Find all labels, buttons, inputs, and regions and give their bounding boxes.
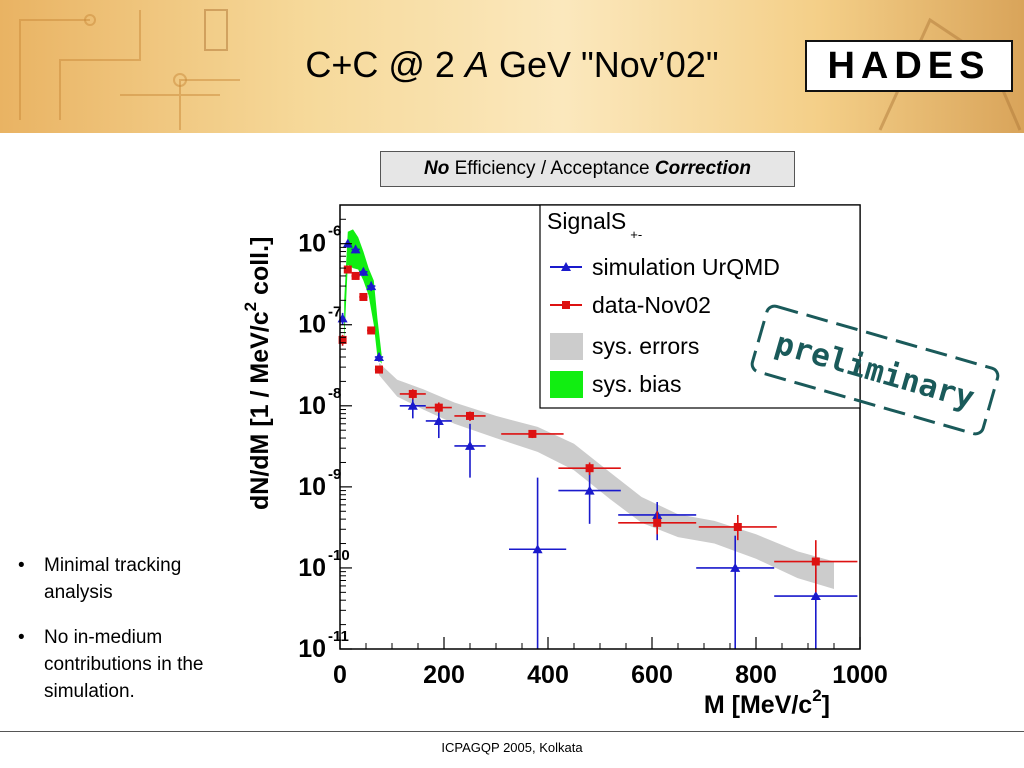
- note-correction: Correction: [654, 158, 751, 179]
- y-tick-label: 10: [298, 230, 326, 258]
- y-tick-exponent: -7: [328, 304, 341, 321]
- sim-point: [374, 352, 384, 362]
- y-tick-label: 10: [298, 635, 326, 663]
- sim-point: [366, 281, 377, 291]
- note-middle: Efficiency / Acceptance: [449, 158, 655, 179]
- y-axis-label: dN/dM [1 / MeV/c2 coll.]: [241, 237, 274, 510]
- y-tick-label: 10: [298, 311, 326, 339]
- y-axis-label-end: coll.]: [246, 237, 274, 302]
- y-tick-exponent: -9: [328, 466, 341, 483]
- data-point: [351, 271, 360, 280]
- sim-point: [465, 440, 475, 450]
- hades-logo: HADES: [805, 40, 1013, 92]
- sim-point: [350, 244, 361, 254]
- x-tick-label: 1000: [832, 661, 888, 689]
- title-banner: C+C @ 2 A GeV "Nov’02" HADES: [0, 0, 1024, 133]
- sim-point: [810, 591, 821, 601]
- legend-title-main: SignalS: [547, 208, 626, 234]
- slide-title-prefix: C+C @ 2: [305, 44, 465, 85]
- legend-sim-marker: [561, 262, 571, 271]
- preliminary-stamp-frame: [750, 304, 1000, 436]
- x-axis-label: M [MeV/c2]: [704, 686, 830, 719]
- data-point: [811, 557, 820, 566]
- footer-text: ICPAGQP 2005, Kolkata: [441, 740, 583, 755]
- data-point: [408, 389, 417, 398]
- legend-entry-sys-errors: sys. errors: [592, 333, 699, 359]
- data-point: [338, 335, 347, 344]
- y-axis-label-exp: 2: [241, 302, 260, 311]
- data-point: [653, 518, 662, 527]
- sim-point: [730, 562, 741, 572]
- sys-errors-band: [379, 362, 834, 589]
- x-axis-label-exp: 2: [812, 686, 821, 705]
- legend-box: [539, 204, 861, 409]
- bullet-list: Minimal tracking analysis No in-medium c…: [18, 552, 218, 723]
- bullet-item: Minimal tracking analysis: [18, 552, 218, 606]
- data-point: [585, 464, 594, 473]
- sim-point: [584, 485, 595, 495]
- legend-title-sub: +-: [630, 227, 642, 242]
- series-layer: [337, 238, 858, 649]
- sim-point: [532, 544, 543, 554]
- sim-point: [433, 415, 444, 425]
- x-axis-label-main: M [MeV/c: [704, 691, 812, 719]
- data-point: [528, 429, 537, 438]
- data-point: [367, 326, 376, 335]
- legend-title: SignalS +-: [547, 208, 642, 242]
- sim-point: [407, 400, 418, 410]
- legend-sys-bias-swatch: [550, 371, 583, 398]
- y-tick-exponent: -11: [328, 628, 349, 645]
- slide-title-italic: A: [464, 44, 489, 85]
- footer-divider: [0, 731, 1024, 732]
- y-tick-exponent: -10: [328, 547, 350, 564]
- slide-title: C+C @ 2 A GeV "Nov’02": [0, 44, 1024, 86]
- signal-spectrum-chart: 0 200 400 600 800 100010-610-710-810-910-1010…: [241, 204, 1000, 719]
- x-axis-label-end: ]: [822, 691, 830, 719]
- x-tick-label: 800: [735, 661, 777, 689]
- sys-bias-band: [344, 229, 382, 364]
- bullet-item: No in-medium contributions in the simula…: [18, 624, 218, 705]
- x-tick-label: 0: [333, 661, 347, 689]
- data-point: [733, 522, 742, 531]
- axis-layer: 0 200 400 600 800 100010-610-710-810-910-1010…: [298, 204, 888, 689]
- data-point: [466, 411, 474, 420]
- band-layer: [344, 229, 834, 589]
- note-no: No: [423, 158, 450, 179]
- legend-data-marker: [562, 301, 570, 309]
- data-point: [375, 365, 383, 374]
- y-tick-label: 10: [298, 392, 326, 420]
- hades-logo-text: HADES: [827, 45, 991, 87]
- y-axis-label-main: dN/dM [1 / MeV/c: [246, 311, 274, 510]
- legend-entry-sys-bias: sys. bias: [592, 371, 681, 397]
- y-tick-exponent: -6: [328, 223, 341, 240]
- slide-title-suffix: GeV "Nov’02": [488, 44, 719, 85]
- x-tick-label: 600: [631, 661, 673, 689]
- data-point: [343, 265, 352, 274]
- legend-entry-data: data-Nov02: [592, 292, 711, 318]
- data-point: [434, 403, 443, 412]
- x-tick-label: 200: [423, 661, 465, 689]
- legend-sys-errors-swatch: [550, 333, 583, 360]
- correction-note: No Efficiency / Acceptance Correction: [380, 151, 795, 187]
- sim-point: [358, 266, 369, 276]
- y-tick-label: 10: [298, 473, 326, 501]
- y-tick-exponent: -8: [328, 385, 341, 402]
- legend: SignalS +- simulation UrQMD data-Nov02 sy…: [539, 204, 861, 409]
- x-tick-label: 400: [527, 661, 569, 689]
- y-tick-label: 10: [298, 554, 326, 582]
- legend-entry-simulation: simulation UrQMD: [592, 254, 780, 280]
- data-point: [359, 292, 368, 301]
